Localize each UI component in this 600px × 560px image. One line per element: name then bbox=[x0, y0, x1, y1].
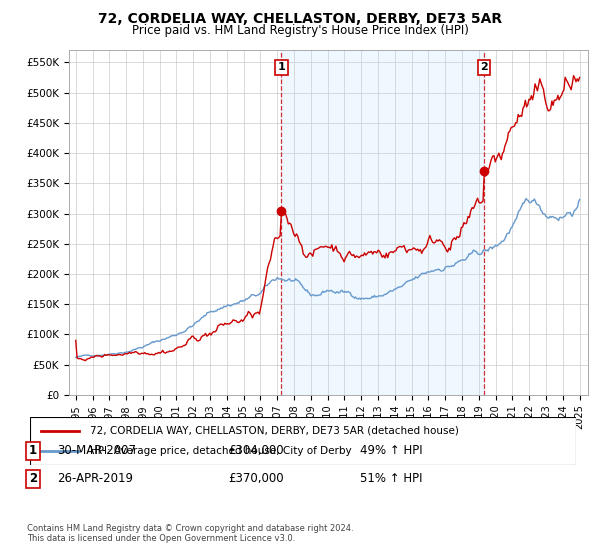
Text: 72, CORDELIA WAY, CHELLASTON, DERBY, DE73 5AR (detached house): 72, CORDELIA WAY, CHELLASTON, DERBY, DE7… bbox=[90, 426, 459, 436]
Text: 72, CORDELIA WAY, CHELLASTON, DERBY, DE73 5AR: 72, CORDELIA WAY, CHELLASTON, DERBY, DE7… bbox=[98, 12, 502, 26]
Text: 2: 2 bbox=[481, 62, 488, 72]
Text: Contains HM Land Registry data © Crown copyright and database right 2024.
This d: Contains HM Land Registry data © Crown c… bbox=[27, 524, 353, 543]
Text: 30-MAR-2007: 30-MAR-2007 bbox=[57, 444, 136, 458]
Text: 1: 1 bbox=[278, 62, 286, 72]
Text: 1: 1 bbox=[29, 444, 37, 458]
Text: Price paid vs. HM Land Registry's House Price Index (HPI): Price paid vs. HM Land Registry's House … bbox=[131, 24, 469, 36]
Text: 51% ↑ HPI: 51% ↑ HPI bbox=[360, 472, 422, 486]
Text: HPI: Average price, detached house, City of Derby: HPI: Average price, detached house, City… bbox=[90, 446, 352, 456]
FancyBboxPatch shape bbox=[30, 417, 576, 465]
Text: 49% ↑ HPI: 49% ↑ HPI bbox=[360, 444, 422, 458]
Text: 2: 2 bbox=[29, 472, 37, 486]
Text: £304,000: £304,000 bbox=[228, 444, 284, 458]
Text: £370,000: £370,000 bbox=[228, 472, 284, 486]
Bar bbox=[281, 50, 484, 395]
Text: 26-APR-2019: 26-APR-2019 bbox=[57, 472, 133, 486]
